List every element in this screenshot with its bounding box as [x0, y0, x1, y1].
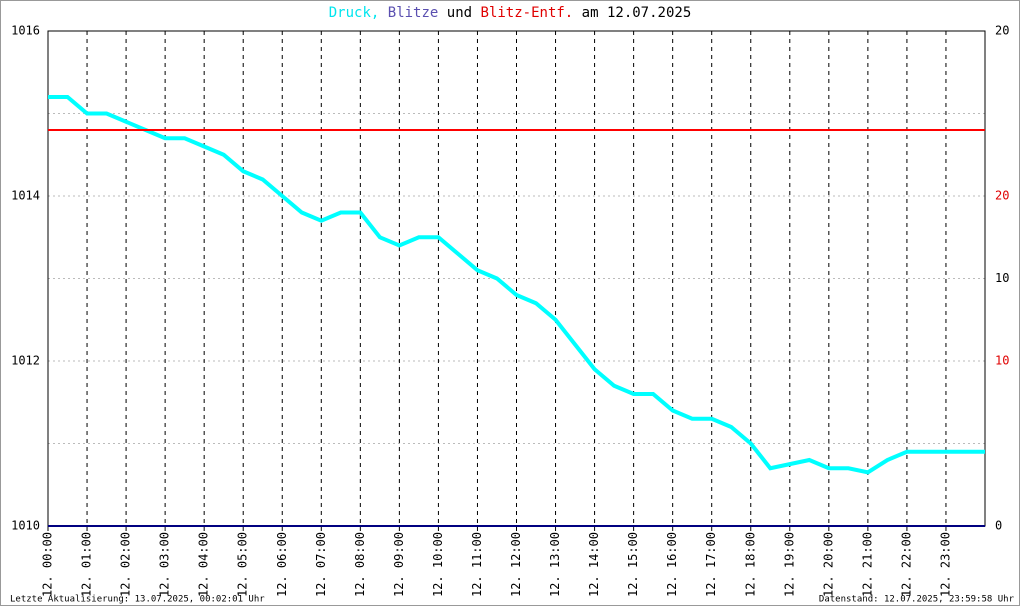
x-tick-label: 12. 18:00: [743, 532, 757, 597]
x-tick-label: 12. 04:00: [197, 532, 211, 597]
x-tick-label: 12. 17:00: [704, 532, 718, 597]
series-line: [48, 95, 985, 475]
title-part: Blitze: [388, 5, 439, 21]
x-tick-label: 12. 03:00: [158, 532, 172, 597]
title-part: am 12.07.2025: [582, 5, 692, 21]
x-tick-label: 12. 23:00: [938, 532, 952, 597]
title-part: Blitz-Entf.: [481, 5, 574, 21]
x-tick-label: 12. 12:00: [509, 532, 523, 597]
x-tick-label: 12. 14:00: [587, 532, 601, 597]
x-tick-label: 12. 05:00: [236, 532, 250, 597]
y-tick-label: 1014: [11, 189, 40, 203]
x-tick-label: 12. 02:00: [119, 532, 133, 597]
y-tick-label: 1010: [11, 519, 40, 533]
title-part: und: [447, 5, 472, 21]
x-tick-label: 12. 15:00: [626, 532, 640, 597]
x-tick-label: 12. 22:00: [899, 532, 913, 597]
title-part: Druck,: [329, 5, 380, 21]
y2-tick-label: 0: [995, 519, 1002, 533]
y3-tick-label: 20: [995, 189, 1009, 203]
y-tick-label: 1012: [11, 354, 40, 368]
x-tick-label: 12. 09:00: [392, 532, 406, 597]
y3-tick-label: 10: [995, 354, 1009, 368]
y-tick-label: 1016: [11, 24, 40, 38]
y2-tick-label: 10: [995, 271, 1009, 285]
x-tick-label: 12. 06:00: [275, 532, 289, 597]
x-tick-label: 12. 01:00: [80, 532, 94, 597]
y2-tick-label: 20: [995, 24, 1009, 38]
x-tick-label: 12. 13:00: [548, 532, 562, 597]
chart-title: Druck, Blitze und Blitz-Entf. am 12.07.2…: [329, 5, 692, 21]
x-tick-label: 12. 07:00: [314, 532, 328, 597]
footer-left: Letzte Aktualisierung: 13.07.2025, 00:02…: [10, 595, 265, 605]
x-tick-label: 12. 10:00: [431, 532, 445, 597]
x-tick-label: 12. 00:00: [41, 532, 55, 597]
x-tick-label: 12. 16:00: [665, 532, 679, 597]
x-tick-label: 12. 20:00: [821, 532, 835, 597]
x-tick-label: 12. 11:00: [470, 532, 484, 597]
x-tick-label: 12. 19:00: [782, 532, 796, 597]
footer-right: Datenstand: 12.07.2025, 23:59:58 Uhr: [819, 595, 1015, 605]
x-tick-label: 12. 21:00: [860, 532, 874, 597]
x-tick-label: 12. 08:00: [353, 532, 367, 597]
